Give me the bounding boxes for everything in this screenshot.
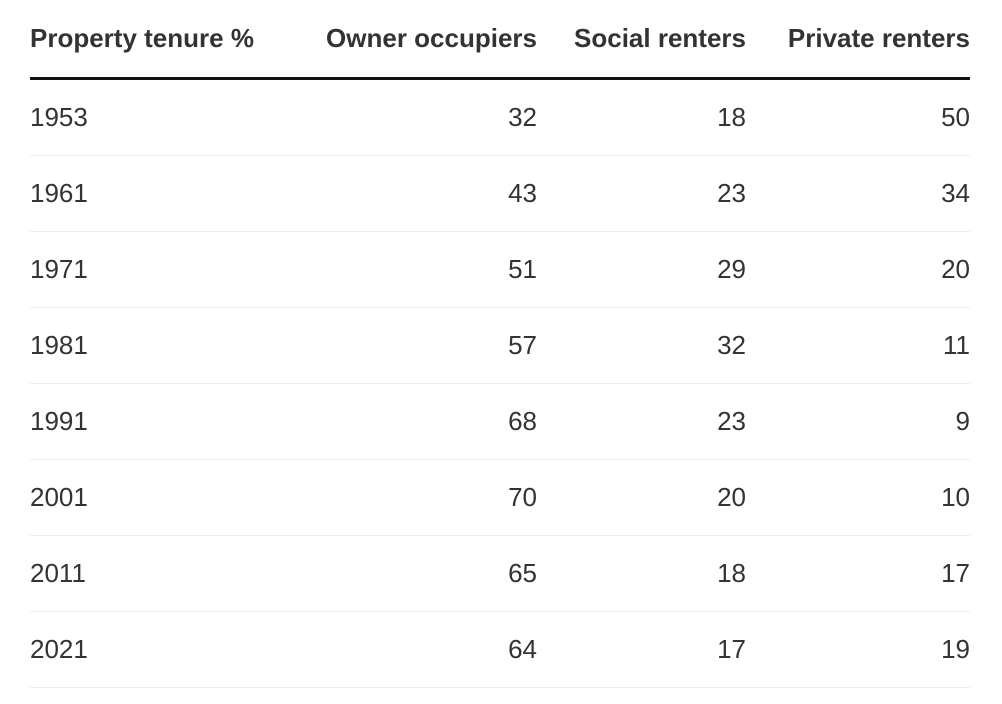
value-cell: 20 [537,459,746,536]
value-cell: 70 [285,459,537,536]
value-cell: 32 [537,307,746,384]
value-cell: 64 [285,611,537,688]
value-cell: 50 [746,78,970,156]
table-row: 1953 32 18 50 [30,78,970,156]
value-cell: 23 [537,383,746,460]
value-cell: 9 [746,383,970,460]
value-cell: 10 [746,459,970,536]
year-cell: 1961 [30,155,285,232]
table-row: 2011 65 18 17 [30,535,970,612]
value-cell: 19 [746,611,970,688]
year-cell: 1981 [30,307,285,384]
header-cell: Private renters [746,0,970,80]
year-cell: 1953 [30,78,285,156]
value-cell: 11 [746,307,970,384]
table-row: 1991 68 23 9 [30,383,970,460]
table-row: 2021 64 17 19 [30,611,970,688]
year-cell: 1991 [30,383,285,460]
value-cell: 18 [537,78,746,156]
header-cell: Owner occupiers [285,0,537,80]
table-row: 1961 43 23 34 [30,155,970,232]
value-cell: 65 [285,535,537,612]
value-cell: 17 [537,611,746,688]
value-cell: 32 [285,78,537,156]
table-row: 1981 57 32 11 [30,307,970,384]
year-cell: 2001 [30,459,285,536]
header-row: Property tenure % Owner occupiers Social r… [30,0,970,80]
year-cell: 1971 [30,231,285,308]
header-cell: Social renters [537,0,746,80]
value-cell: 51 [285,231,537,308]
year-cell: 2011 [30,535,285,612]
table-body: 1953 32 18 50 1961 43 23 34 1971 51 29 20 1981 57 32 11… [30,78,970,688]
value-cell: 17 [746,535,970,612]
value-cell: 23 [537,155,746,232]
header-cell: Property tenure % [30,0,285,80]
value-cell: 34 [746,155,970,232]
value-cell: 68 [285,383,537,460]
table-row: 2001 70 20 10 [30,459,970,536]
value-cell: 29 [537,231,746,308]
tenure-table: Property tenure % Owner occupiers Social r… [30,0,970,688]
value-cell: 43 [285,155,537,232]
year-cell: 2021 [30,611,285,688]
value-cell: 18 [537,535,746,612]
value-cell: 20 [746,231,970,308]
value-cell: 57 [285,307,537,384]
table-row: 1971 51 29 20 [30,231,970,308]
